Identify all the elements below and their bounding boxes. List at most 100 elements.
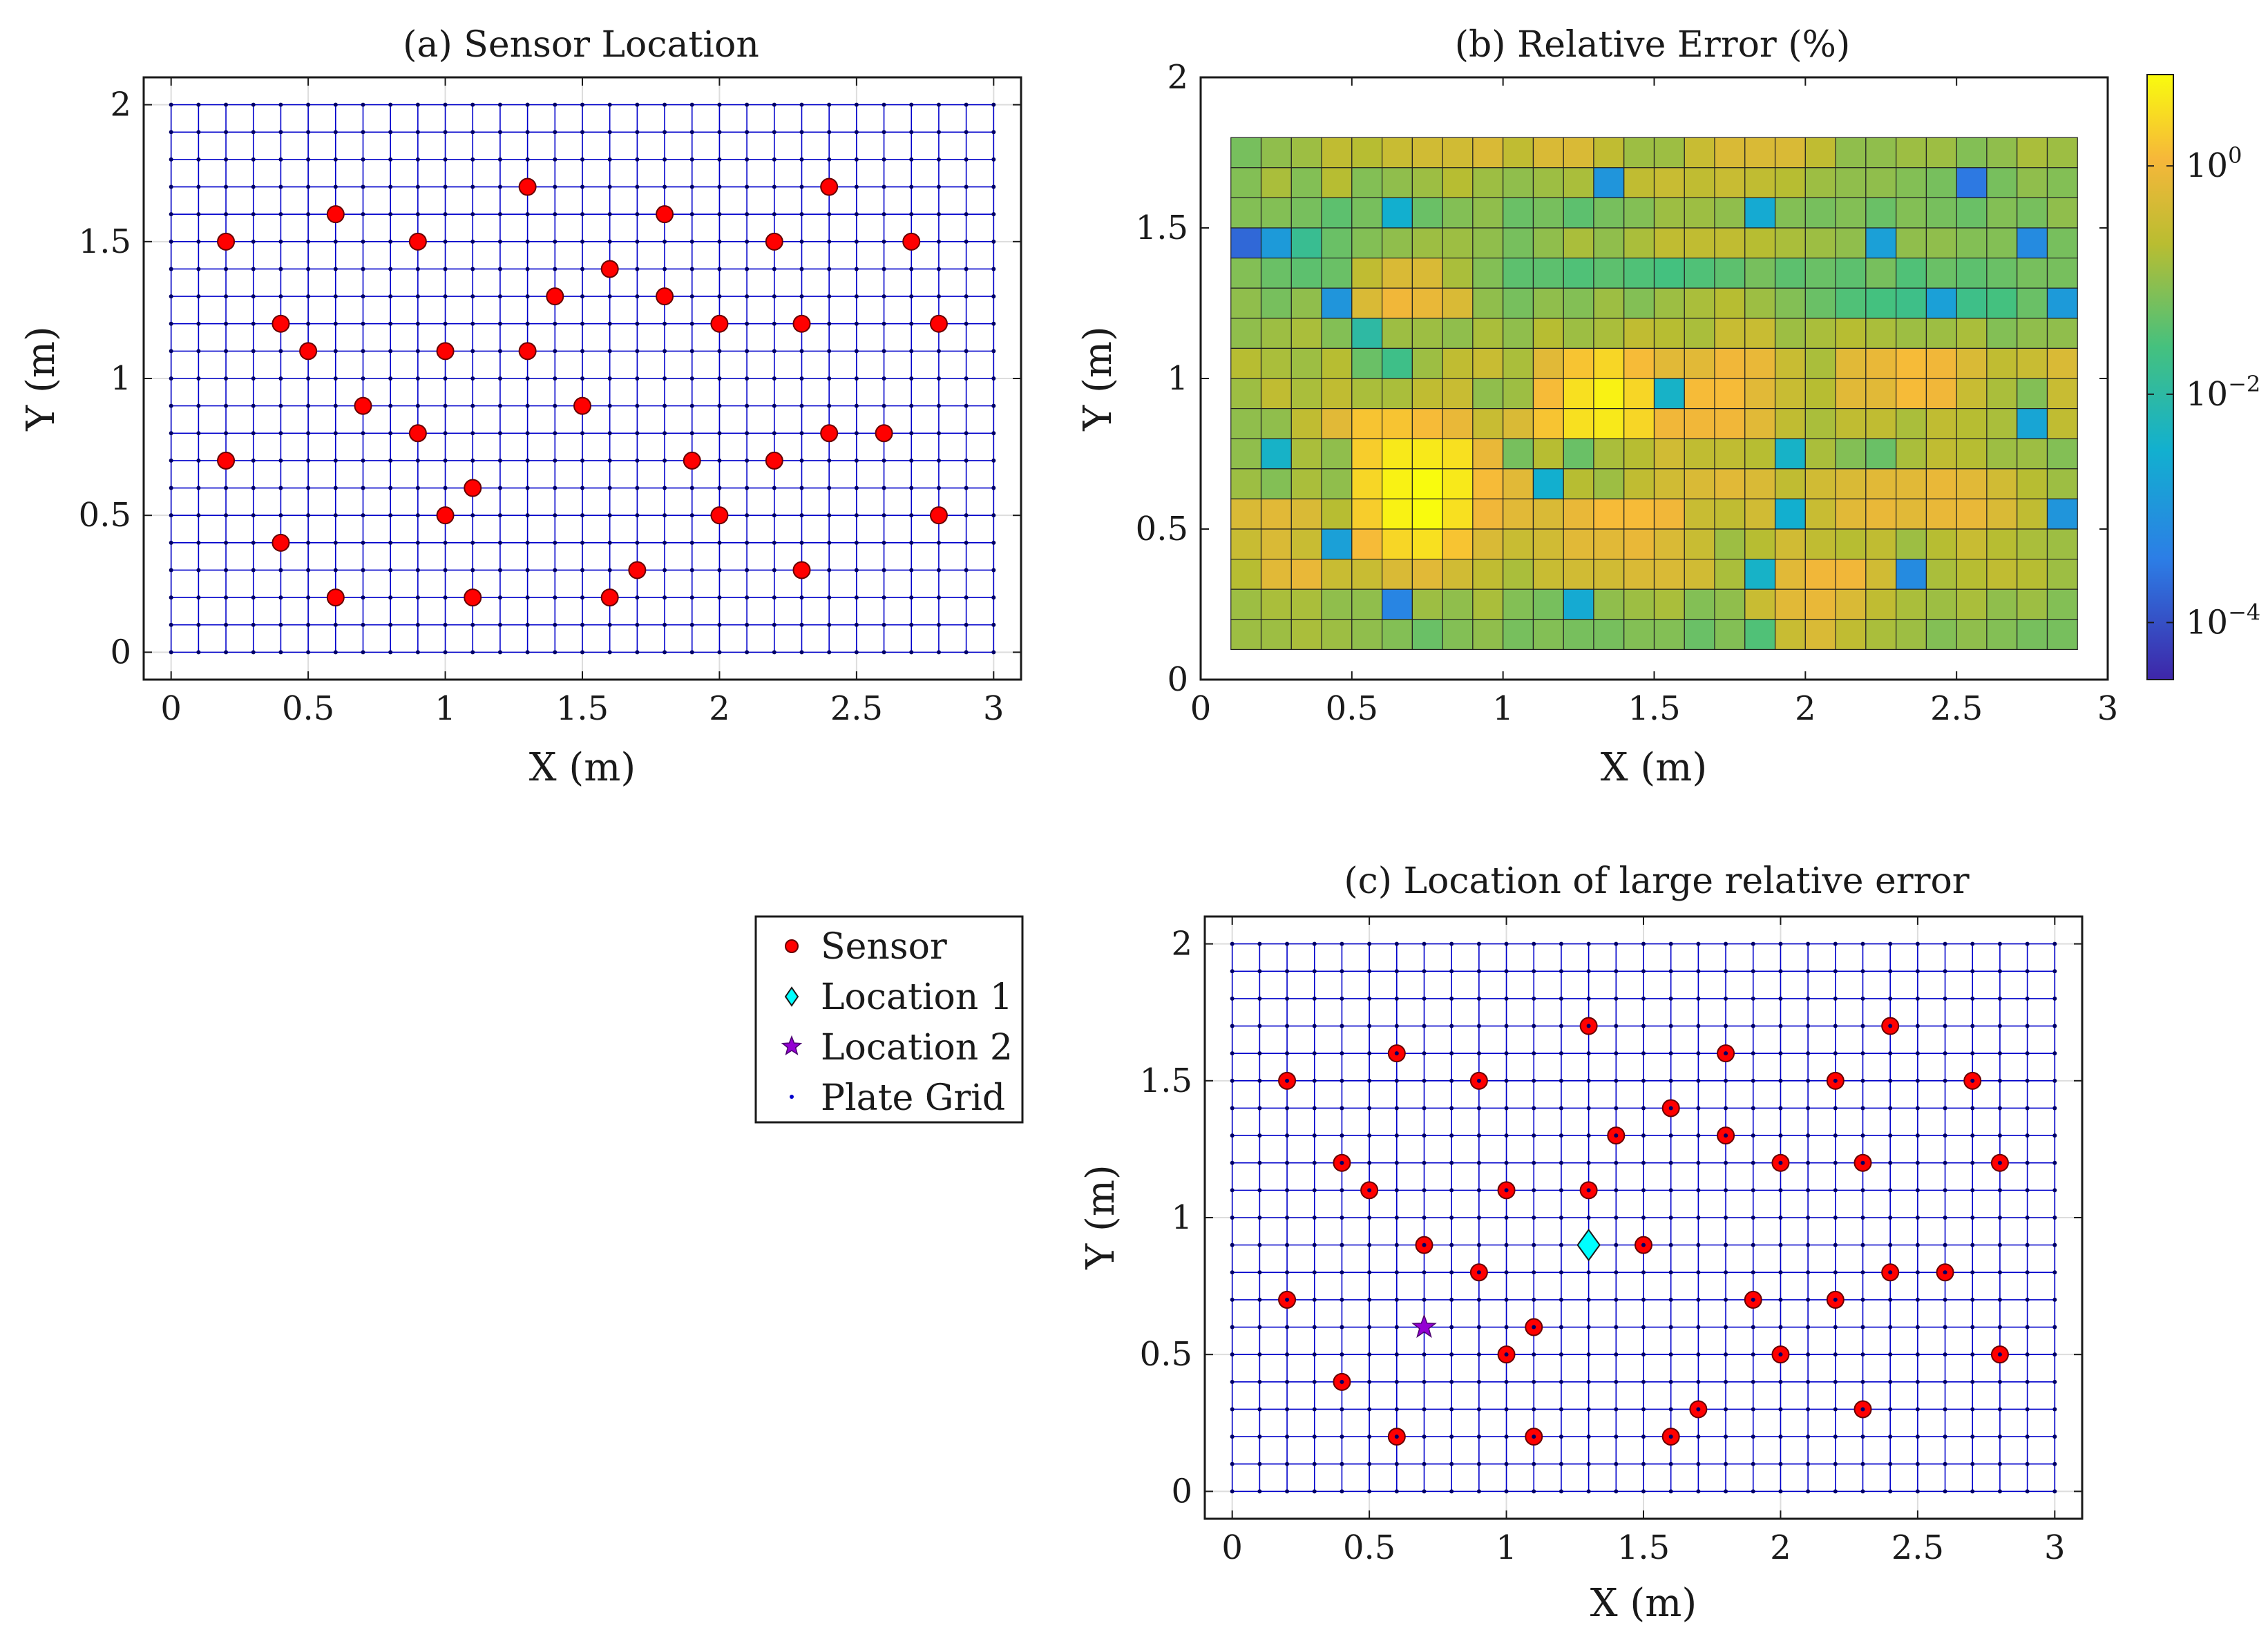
panel-a-plate-node (224, 486, 229, 490)
panel-a-plate-node (251, 595, 256, 600)
heatmap-cell (2017, 227, 2048, 259)
panel-c-plate-node (1422, 1024, 1427, 1028)
panel-c-plate-node (1559, 1461, 1563, 1466)
panel-a-plate-node (470, 239, 475, 244)
panel-a-plate-node (497, 650, 502, 655)
panel-c-plate-node (1641, 1325, 1646, 1330)
panel-a-plate-node (361, 157, 365, 162)
panel-c-plate-node (1943, 1216, 1947, 1220)
heatmap-cell (1381, 227, 1413, 259)
panel-c-xtick-label: 1 (1496, 1528, 1517, 1567)
panel-a-plate-node (169, 540, 173, 545)
heatmap-cell (1593, 438, 1625, 470)
panel-a-plate-node (278, 157, 283, 162)
panel-c-plate-node (1449, 1270, 1454, 1275)
panel-a-plate-node (553, 650, 558, 655)
panel-c-plate-node (1285, 1051, 1290, 1056)
panel-a-plate-node (415, 376, 420, 381)
panel-a-plate-node (196, 321, 201, 326)
panel-a-plate-node (799, 622, 804, 627)
panel-a-plate-node (196, 376, 201, 381)
panel-a-plate-node (306, 212, 311, 217)
panel-c-plate-node (1997, 1461, 2002, 1466)
panel-c-plate-node (1449, 1379, 1454, 1384)
heatmap-cell (1442, 258, 1474, 289)
panel-c-sensor-grid-node (1476, 1078, 1481, 1083)
panel-a-plate-node (689, 157, 694, 162)
heatmap-cell (2046, 227, 2078, 259)
heatmap-cell (1925, 468, 1957, 499)
panel-a-plate-node (361, 294, 365, 299)
panel-a-plate-node (553, 622, 558, 627)
panel-c-sensor-grid-node (1422, 1242, 1427, 1247)
heatmap-cell (2017, 528, 2048, 560)
panel-a-plate-node (553, 458, 558, 463)
panel-a-plate-node (169, 403, 173, 408)
heatmap-cell (1230, 137, 1262, 169)
heatmap-cell (1593, 588, 1625, 620)
panel-c-sensor-grid-node (1724, 1133, 1728, 1138)
panel-c-plate-node (1668, 1242, 1673, 1247)
panel-b-ytick-label: 1.5 (1136, 209, 1188, 247)
heatmap-cell (1986, 438, 2018, 470)
panel-c-plate-node (1367, 1325, 1372, 1330)
panel-a-plate-node (717, 403, 722, 408)
panel-c-plate-node (1970, 1051, 1975, 1056)
panel-c-plate-node (1476, 1434, 1481, 1439)
panel-c-sensor-grid-node (1778, 1352, 1783, 1357)
panel-c-plate-node (1915, 969, 1920, 974)
panel-c-plate-node (1586, 1133, 1591, 1138)
panel-c-plate-node (1559, 1133, 1563, 1138)
panel-a-plate-node (689, 622, 694, 627)
panel-a-plate-node (497, 513, 502, 518)
panel-c-plate-node (1888, 1188, 1893, 1193)
heatmap-cell (1442, 378, 1474, 410)
panel-a-plate-node (689, 376, 694, 381)
panel-c-plate-node (1696, 1160, 1701, 1165)
panel-c-plate-node (1860, 1216, 1865, 1220)
heatmap-cell (1290, 167, 1322, 199)
panel-c-plate-node (1641, 1407, 1646, 1412)
panel-a-plate-node (854, 513, 859, 518)
panel-a-plate-node (470, 184, 475, 189)
panel-a-plate-node (689, 513, 694, 518)
panel-b-xtick-label: 1.5 (1628, 689, 1680, 728)
panel-c-plate-node (1860, 969, 1865, 974)
heatmap-cell (1563, 438, 1594, 470)
panel-a-plate-node (251, 102, 256, 107)
panel-a-plate-node (799, 458, 804, 463)
heatmap-cell (1774, 558, 1806, 590)
heatmap-cell (1684, 558, 1715, 590)
panel-a-plate-node (470, 267, 475, 271)
panel-c-plate-node (1641, 1078, 1646, 1083)
panel-c-plate-node (1641, 1133, 1646, 1138)
heatmap-cell (2046, 137, 2078, 169)
panel-c-plate-node (1476, 1242, 1481, 1247)
panel-a-plate-node (415, 458, 420, 463)
panel-a-plate-node (635, 184, 640, 189)
panel-a-plate-node (799, 157, 804, 162)
panel-a-plate-node (882, 130, 886, 135)
panel-c-plate-node (1449, 1051, 1454, 1056)
panel-a-plate-node (799, 349, 804, 354)
panel-c-plate-node (1257, 941, 1262, 946)
panel-a-plate-node (882, 513, 886, 518)
panel-a-plate-node (854, 321, 859, 326)
heatmap-cell (1503, 258, 1534, 289)
panel-c-plate-node (1833, 941, 1838, 946)
panel-a-plate-node (717, 595, 722, 600)
panel-a-plate-node (663, 486, 667, 490)
panel-c-plate-node (1422, 1188, 1427, 1193)
panel-c-plate-node (1751, 1325, 1755, 1330)
panel-c-plate-node (1532, 1160, 1536, 1165)
heatmap-cell (1381, 258, 1413, 289)
heatmap-cell (1623, 588, 1655, 620)
panel-c-plate-node (1422, 941, 1427, 946)
heatmap-cell (1503, 588, 1534, 620)
panel-c-plate-node (1340, 1489, 1344, 1494)
panel-a-sensor-marker (765, 232, 783, 251)
panel-c-plate-node (1394, 1489, 1399, 1494)
panel-a-plate-node (443, 239, 448, 244)
panel-a-plate-node (361, 458, 365, 463)
panel-c-plate-node (1394, 1216, 1399, 1220)
